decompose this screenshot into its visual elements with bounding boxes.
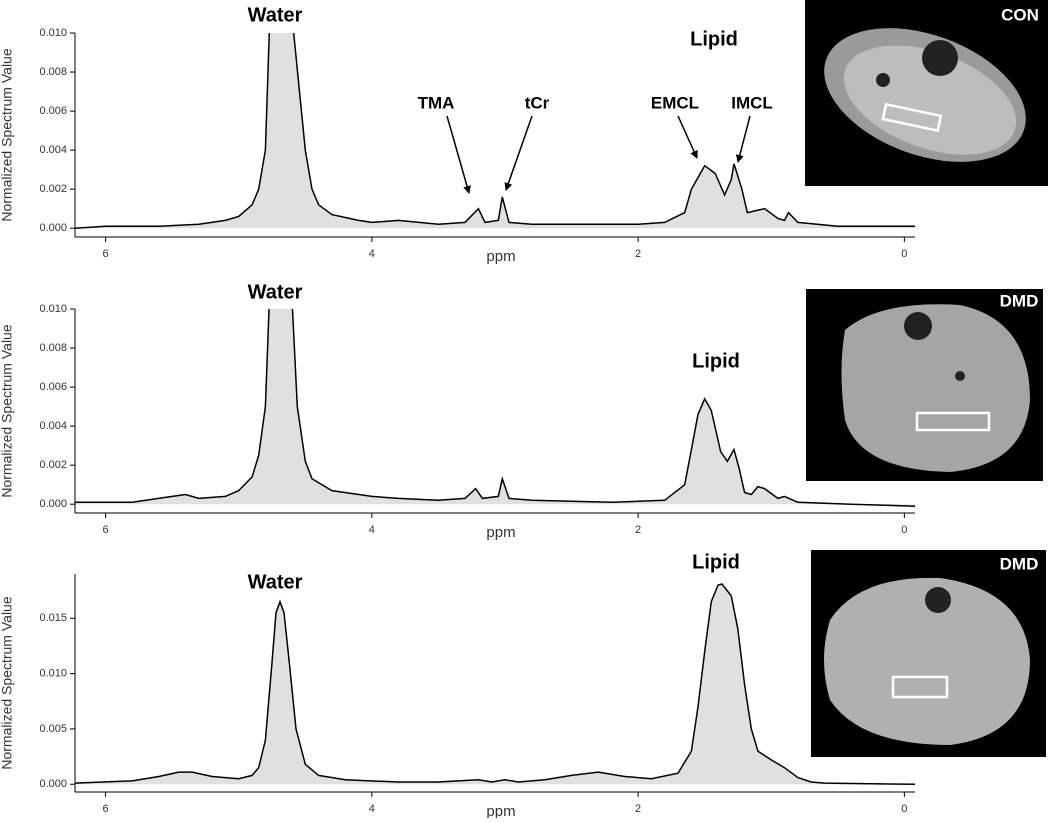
y-tick-label: 0.004	[39, 420, 67, 432]
annotation: TMA	[418, 93, 455, 112]
plot	[75, 33, 915, 229]
arrow	[446, 115, 471, 194]
y-axis-label: Normalized Spectrum Value	[0, 596, 15, 769]
x-tick-label: 6	[103, 803, 109, 815]
y-tick-label: 0.002	[39, 459, 67, 471]
y-tick-label: 0.010	[39, 668, 67, 680]
annotation: Lipid	[690, 28, 738, 50]
y-tick-label: 0.002	[39, 183, 67, 195]
area-fill	[75, 584, 915, 785]
x-tick-label: 0	[901, 524, 907, 536]
x-tick-label: 4	[369, 803, 375, 815]
mri-image	[805, 0, 1048, 186]
image-label: DMD	[1000, 291, 1039, 310]
y-tick-label: 0.010	[39, 27, 67, 39]
y-tick-label: 0.006	[39, 105, 67, 117]
y-tick-label: 0.008	[39, 66, 67, 78]
y-tick-label: 0.000	[39, 222, 67, 234]
x-tick-label: 6	[103, 524, 109, 536]
y-tick-label: 0.000	[39, 498, 67, 510]
mri-image	[811, 550, 1046, 757]
x-tick-label: 0	[901, 803, 907, 815]
spectrum-line	[75, 309, 915, 507]
spectrum-line	[75, 33, 915, 229]
y-tick-label: 0.005	[39, 723, 67, 735]
x-tick-label: 6	[103, 248, 109, 260]
plot	[75, 583, 915, 786]
y-axis-label: Normalized Spectrum Value	[0, 324, 15, 497]
image-label: DMD	[1000, 554, 1039, 573]
y-tick-label: 0.015	[39, 612, 67, 624]
image-label: CON	[1001, 5, 1039, 24]
x-axis-label: ppm	[486, 524, 515, 541]
annotation: Water	[248, 4, 303, 26]
x-tick-label: 2	[635, 803, 641, 815]
annotation: EMCL	[651, 93, 699, 112]
x-tick-label: 2	[635, 248, 641, 260]
annotation: Water	[248, 281, 303, 303]
annotation: Water	[248, 571, 303, 593]
plot	[75, 309, 915, 507]
annotation: IMCL	[731, 93, 773, 112]
arrow	[677, 115, 698, 159]
y-tick-label: 0.006	[39, 381, 67, 393]
area-fill	[75, 33, 915, 229]
x-tick-label: 4	[369, 248, 375, 260]
area-fill	[75, 309, 915, 507]
spectrum-line	[75, 583, 915, 786]
x-tick-label: 2	[635, 524, 641, 536]
mri-image	[806, 289, 1043, 481]
y-tick-label: 0.010	[39, 303, 67, 315]
annotation: tCr	[525, 93, 550, 112]
y-tick-label: 0.000	[39, 778, 67, 790]
x-axis-label: ppm	[486, 248, 515, 265]
x-tick-label: 4	[369, 524, 375, 536]
annotation: Lipid	[692, 350, 740, 372]
y-tick-label: 0.008	[39, 342, 67, 354]
arrow	[504, 115, 533, 191]
arrow	[735, 115, 751, 163]
y-tick-label: 0.004	[39, 144, 67, 156]
annotation: Lipid	[692, 551, 740, 573]
x-tick-label: 0	[901, 248, 907, 260]
y-axis-label: Normalized Spectrum Value	[0, 48, 15, 221]
x-axis-label: ppm	[486, 803, 515, 818]
